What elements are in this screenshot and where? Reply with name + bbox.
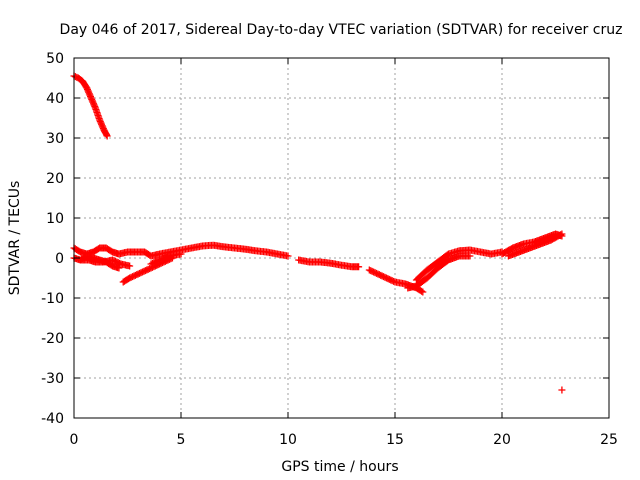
y-tick-label: 50 (46, 51, 64, 67)
chart-title: Day 046 of 2017, Sidereal Day-to-day VTE… (60, 22, 623, 38)
x-tick-label: 25 (600, 432, 618, 448)
data-point-marker (558, 230, 566, 238)
plot-frame (73, 57, 610, 419)
y-tick-label: -30 (41, 371, 64, 387)
x-tick-label: 15 (386, 432, 404, 448)
outlier-point-marker (558, 386, 566, 394)
y-tick-label: -20 (41, 331, 64, 347)
y-tick-label: 30 (46, 131, 64, 147)
data-point-marker (126, 262, 134, 270)
y-tick-label: 0 (55, 251, 64, 267)
data-point-marker (115, 264, 123, 272)
grid (74, 58, 609, 418)
data-point-marker (103, 132, 111, 140)
axes: 0 5 10 15 20 25 -40 -30 -20 -10 0 10 20 30 40 50 (41, 51, 618, 448)
y-tick-label: -10 (41, 291, 64, 307)
y-tick-label: 40 (46, 91, 64, 107)
data-points (70, 72, 566, 394)
data-point-marker (177, 250, 185, 258)
data-point-marker (466, 252, 474, 260)
y-tick-label: 10 (46, 211, 64, 227)
data-point-marker (284, 252, 292, 260)
y-tick-label: -40 (41, 411, 64, 427)
x-tick-label: 10 (279, 432, 297, 448)
x-axis-label: GPS time / hours (281, 459, 398, 475)
y-axis-label: SDTVAR / TECUs (7, 181, 23, 296)
x-tick-label: 5 (177, 432, 186, 448)
data-point-marker (557, 231, 565, 239)
y-tick-label: 20 (46, 171, 64, 187)
data-point-marker (418, 287, 426, 295)
data-point-marker (419, 288, 427, 296)
x-tick-label: 0 (70, 432, 79, 448)
x-tick-label: 20 (493, 432, 511, 448)
data-point-marker (355, 263, 363, 271)
